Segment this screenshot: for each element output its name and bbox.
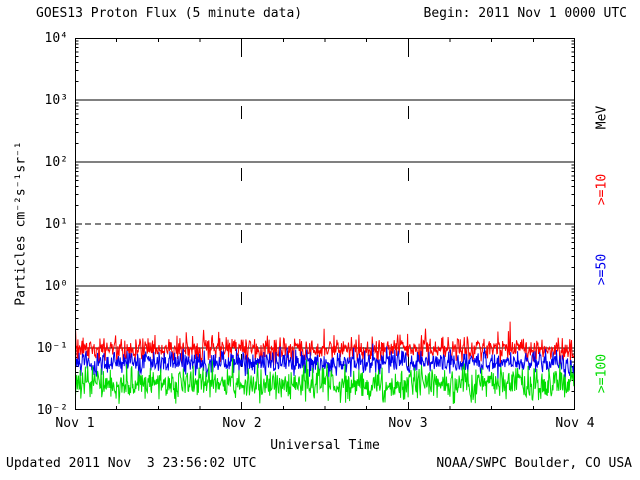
y-tick-label-1e4: 10⁴ <box>44 31 68 46</box>
chart-title: GOES13 Proton Flux (5 minute data) <box>36 6 303 21</box>
credit-label: NOAA/SWPC Boulder, CO USA <box>436 456 632 471</box>
x-tick-label-nov4: Nov 4 <box>555 416 595 431</box>
x-tick-label-nov3: Nov 3 <box>388 416 428 431</box>
y-tick-label-1e2: 10² <box>44 155 68 170</box>
begin-time-label: Begin: 2011 Nov 1 0000 UTC <box>423 6 628 21</box>
x-tick-label-nov2: Nov 2 <box>222 416 262 431</box>
x-tick-label-nov1: Nov 1 <box>55 416 95 431</box>
y-tick-label-1e-2: 10⁻² <box>36 403 68 418</box>
series-label-ge50: >=50 <box>594 253 610 286</box>
series-label-ge10: >=10 <box>594 173 610 206</box>
series-label-ge100: >=100 <box>594 353 610 394</box>
y-tick-label-1e0: 10⁰ <box>44 279 68 294</box>
y-tick-label-1e3: 10³ <box>44 93 68 108</box>
y-tick-label-1e1: 10¹ <box>44 217 68 232</box>
updated-timestamp: Updated 2011 Nov 3 23:56:02 UTC <box>6 456 257 471</box>
x-axis-title: Universal Time <box>270 438 380 453</box>
plot-area <box>75 38 575 410</box>
right-axis-unit-label: MeV <box>594 105 610 130</box>
y-tick-label-1e-1: 10⁻¹ <box>36 341 68 356</box>
